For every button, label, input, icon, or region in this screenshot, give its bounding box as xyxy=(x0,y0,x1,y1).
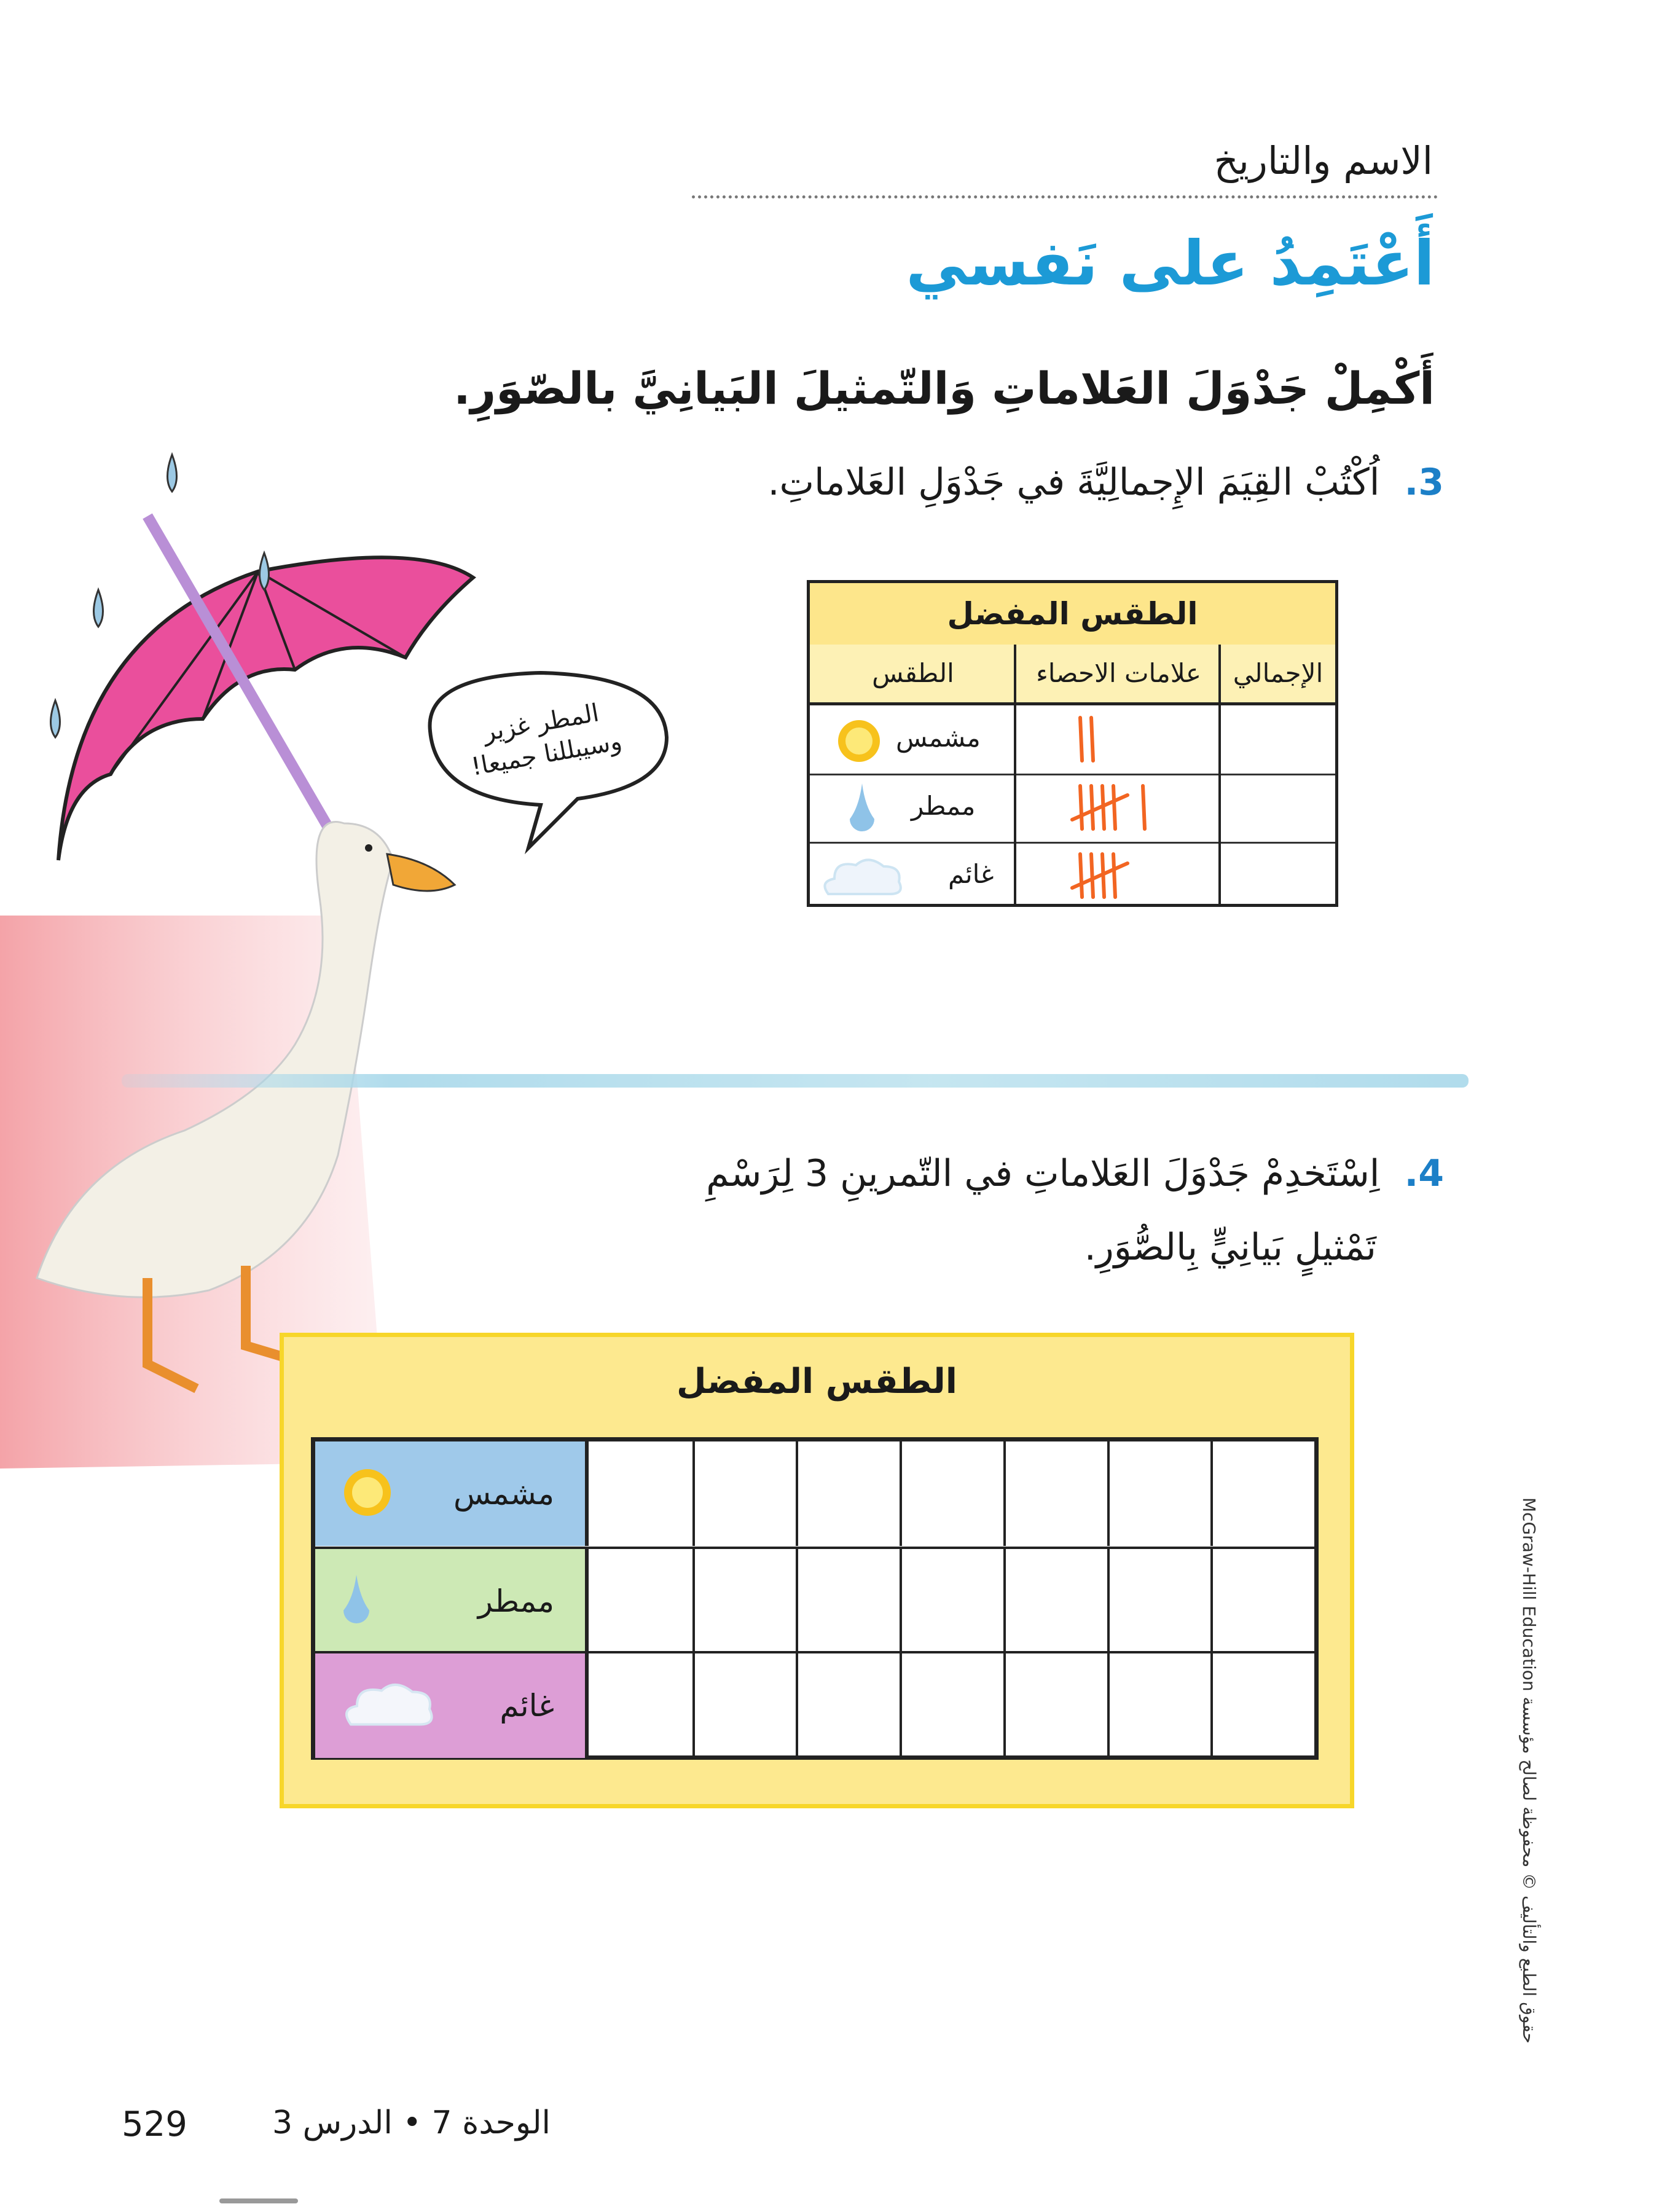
tally-mark xyxy=(1112,852,1117,899)
goose-beak xyxy=(386,853,457,892)
tally-mark xyxy=(1089,784,1095,831)
pictograph-cell[interactable] xyxy=(1003,1653,1107,1758)
copyright-text: حقوق الطبع والتأليف © محفوظة لصالح مؤسسة… xyxy=(1519,1497,1539,2044)
pictograph-cell[interactable] xyxy=(589,1653,692,1758)
question-number: 4. xyxy=(1404,1152,1444,1195)
tally-marks xyxy=(1078,716,1095,763)
pictograph-cell[interactable] xyxy=(796,1441,900,1546)
tally-mark xyxy=(1070,861,1129,890)
pictograph-row: غائم xyxy=(315,1651,1314,1758)
pictograph-cell[interactable] xyxy=(1107,1548,1211,1653)
pictograph-cell[interactable] xyxy=(1210,1548,1314,1653)
tally-mark xyxy=(1070,793,1129,822)
tally-mark xyxy=(1089,716,1095,763)
row-label-text: مشمس xyxy=(453,1476,554,1512)
pictograph-cell[interactable] xyxy=(1210,1653,1314,1758)
pictograph-cell[interactable] xyxy=(1107,1441,1211,1546)
raindrop-icon xyxy=(850,783,874,831)
tally-table-header: الطقس علامات الاحصاء الإجمالي xyxy=(810,645,1335,705)
tally-table-title: الطقس المفضل xyxy=(810,583,1335,647)
column-tally: علامات الاحصاء xyxy=(1036,658,1201,688)
pictograph-cell[interactable] xyxy=(692,1441,796,1546)
pictograph-cell[interactable] xyxy=(900,1653,1003,1758)
instruction: أَكْمِلْ جَدْوَلَ العَلاماتِ وَالتّمثيلَ… xyxy=(453,363,1435,414)
pictograph-row: ممطر xyxy=(315,1546,1314,1653)
question-text-line-2: تَمْثيلٍ بَيانِيٍّ بِالصُّوَرِ. xyxy=(1084,1226,1376,1269)
name-date-field[interactable] xyxy=(692,195,1438,198)
page-number: 529 xyxy=(122,2104,187,2144)
tally-mark xyxy=(1089,852,1095,899)
tally-mark xyxy=(1141,784,1147,831)
table-row: غائم xyxy=(810,842,1335,910)
tally-mark xyxy=(1112,784,1117,831)
pictograph-cell[interactable] xyxy=(692,1653,796,1758)
pictograph-cell[interactable] xyxy=(692,1548,796,1653)
pictograph-row-label: مشمس xyxy=(315,1441,589,1546)
pictograph-cell[interactable] xyxy=(1107,1653,1211,1758)
total-input[interactable] xyxy=(1223,774,1334,840)
weather-label: ممطر xyxy=(911,791,976,821)
tally-mark xyxy=(1078,852,1084,899)
pictograph-cell[interactable] xyxy=(900,1548,1003,1653)
page-title: أَعْتَمِدُ على نَفسي xyxy=(906,227,1435,299)
table-row: مشمس xyxy=(810,705,1335,775)
pictograph-row-label: ممطر xyxy=(315,1548,589,1653)
question-text: اُكْتُبْ القِيَمَ الإِجمالِيَّةَ في جَدْ… xyxy=(767,461,1380,504)
tally-table: الطقس المفضل الطقس علامات الاحصاء الإجما… xyxy=(807,580,1338,907)
pictograph-cell[interactable] xyxy=(1210,1441,1314,1546)
pictograph-row-label: غائم xyxy=(315,1653,589,1758)
raindrop-icon xyxy=(50,452,270,739)
table-row: ممطر xyxy=(810,774,1335,844)
column-weather: الطقس xyxy=(872,658,954,688)
pictograph: الطقس المفضل مشمس ممطر غائم xyxy=(280,1333,1354,1808)
tally-marks xyxy=(1070,852,1129,899)
tally-mark xyxy=(1078,784,1084,831)
weather-label: غائم xyxy=(948,859,994,889)
pictograph-cell[interactable] xyxy=(1003,1548,1107,1653)
question-3: 3. اُكْتُبْ القِيَمَ الإِجمالِيَّةَ في جَ… xyxy=(767,461,1444,504)
question-4: 4. اِسْتَخدِمْ جَدْوَلَ العَلاماتِ في الت… xyxy=(706,1137,1444,1284)
pictograph-grid: مشمس ممطر غائم xyxy=(311,1437,1319,1760)
pictograph-cell[interactable] xyxy=(796,1548,900,1653)
home-indicator[interactable] xyxy=(219,2198,298,2203)
pictograph-cell[interactable] xyxy=(796,1653,900,1758)
speech-bubble xyxy=(428,670,669,855)
row-label-text: غائم xyxy=(500,1688,554,1724)
sun-icon xyxy=(340,1465,395,1523)
pictograph-cell[interactable] xyxy=(1003,1441,1107,1546)
pictograph-title: الطقس المفضل xyxy=(677,1362,957,1402)
goose-umbrella-illustration xyxy=(0,452,669,1469)
cloud-icon xyxy=(823,858,902,895)
column-total: الإجمالي xyxy=(1233,658,1324,688)
row-label-text: ممطر xyxy=(477,1583,554,1619)
weather-label: مشمس xyxy=(896,723,981,753)
pictograph-cell[interactable] xyxy=(900,1441,1003,1546)
question-text-line-1: اِسْتَخدِمْ جَدْوَلَ العَلاماتِ في التّم… xyxy=(706,1152,1380,1195)
goose xyxy=(36,821,394,1298)
copyright-notice: حقوق الطبع والتأليف © محفوظة لصالح مؤسسة… xyxy=(1518,1497,1561,2044)
total-input[interactable] xyxy=(1223,705,1334,772)
unit-lesson: الوحدة 7 • الدرس 3 xyxy=(272,2104,551,2141)
cloud-icon xyxy=(340,1679,438,1733)
tally-mark xyxy=(1078,716,1084,763)
section-divider xyxy=(122,1074,1469,1088)
pictograph-row: مشمس xyxy=(315,1441,1314,1546)
pictograph-cell[interactable] xyxy=(589,1549,692,1653)
name-date-label: الاسم والتاريخ xyxy=(1214,138,1433,183)
sun-icon xyxy=(838,720,880,762)
pictograph-cell[interactable] xyxy=(589,1441,692,1546)
raindrop-icon xyxy=(340,1572,374,1630)
question-number: 3. xyxy=(1404,461,1444,504)
total-input[interactable] xyxy=(1223,842,1334,908)
tally-marks xyxy=(1070,784,1147,831)
